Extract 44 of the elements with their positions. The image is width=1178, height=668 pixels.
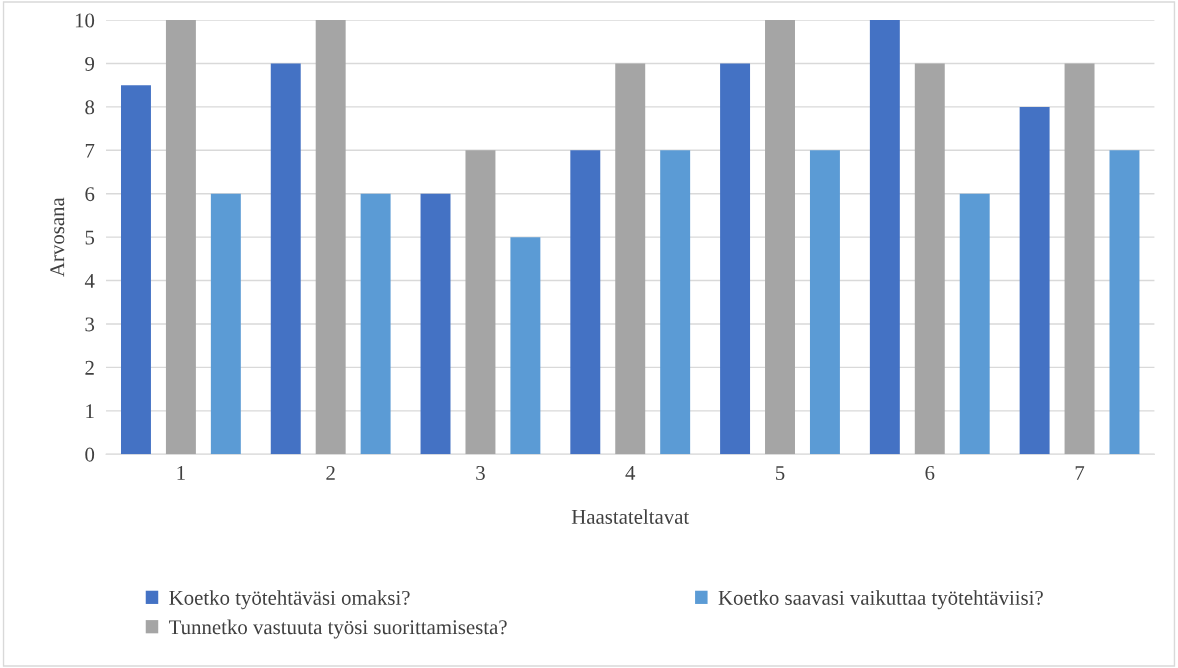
bar — [360, 193, 391, 455]
x-tick-label: 1 — [177, 466, 185, 480]
x-tick-label: 7 — [1075, 466, 1085, 480]
bar — [510, 237, 541, 455]
y-tick-label: 0 — [85, 447, 95, 462]
bar — [959, 193, 990, 455]
y-axis-title: Arvosana — [50, 197, 65, 277]
bar — [869, 20, 900, 455]
y-tick-label: 10 — [75, 13, 95, 28]
bar — [914, 63, 945, 455]
bar — [1019, 106, 1050, 455]
bar — [315, 20, 346, 455]
y-tick-label: 4 — [84, 274, 95, 288]
legend-label: Koetko saavasi vaikuttaa työtehtäviisi? — [718, 590, 1043, 610]
bar — [615, 63, 646, 455]
bar — [1109, 150, 1140, 455]
y-tick-label: 8 — [85, 100, 95, 115]
y-tick-label: 3 — [85, 317, 95, 332]
x-tick-label: 2 — [326, 466, 335, 480]
x-axis-title: Haastateltavat — [571, 509, 690, 524]
y-tick-label: 9 — [85, 56, 95, 71]
x-tick-label: 6 — [925, 466, 935, 481]
bar — [660, 150, 691, 455]
bar — [809, 150, 840, 455]
bar — [720, 63, 751, 455]
bar — [765, 20, 795, 455]
y-tick-label: 7 — [85, 143, 95, 158]
x-tick-label: 3 — [476, 466, 485, 481]
x-tick-label: 4 — [625, 466, 636, 480]
bar — [570, 150, 601, 455]
bar — [121, 85, 151, 455]
bar — [420, 193, 451, 455]
bar — [465, 150, 496, 455]
bar — [270, 63, 301, 455]
y-tick-label: 2 — [85, 360, 94, 375]
legend-label: Koetko työtehtäväsi omaksi? — [169, 590, 410, 610]
bar — [165, 20, 196, 455]
y-tick-label: 5 — [85, 230, 95, 245]
y-tick-label: 6 — [85, 187, 95, 202]
x-tick-label: 5 — [776, 466, 785, 481]
legend-label: Tunnetko vastuuta työsi suorittamisesta? — [169, 619, 507, 639]
y-tick-label: 1 — [86, 404, 94, 419]
bar — [1064, 63, 1095, 455]
bar — [210, 193, 241, 455]
